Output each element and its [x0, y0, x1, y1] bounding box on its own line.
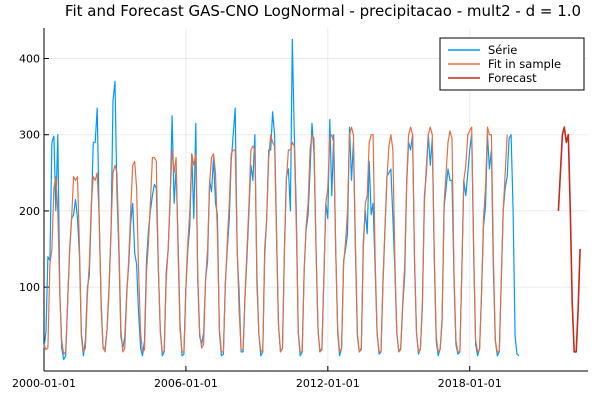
x-tick-label: 2006-01-01 — [154, 377, 218, 390]
y-ticks: 100 200 300 400 — [19, 52, 49, 294]
y-tick-label: 400 — [19, 52, 40, 65]
x-tick-label: 2012-01-01 — [296, 377, 360, 390]
y-tick-label: 300 — [19, 129, 40, 142]
legend-label: Fit in sample — [488, 57, 561, 71]
legend-label: Forecast — [488, 71, 537, 85]
chart-title: Fit and Forecast GAS-CNO LogNormal - pre… — [65, 2, 581, 20]
x-ticks: 2000-01-01 2006-01-01 2012-01-01 2018-01-01 — [12, 366, 502, 390]
legend-item-forecast: Forecast — [448, 71, 537, 85]
x-tick-label: 2018-01-01 — [438, 377, 502, 390]
legend-item-serie: Série — [448, 43, 517, 57]
y-tick-label: 200 — [19, 205, 40, 218]
legend-item-fit-in-sample: Fit in sample — [448, 57, 561, 71]
forecast-line — [557, 126, 581, 353]
x-tick-label: 2000-01-01 — [12, 377, 76, 390]
axes — [43, 28, 588, 372]
legend-label: Série — [488, 43, 517, 57]
fit-in-sample-line — [43, 126, 508, 355]
series — [43, 38, 581, 361]
y-tick-label: 100 — [19, 281, 40, 294]
